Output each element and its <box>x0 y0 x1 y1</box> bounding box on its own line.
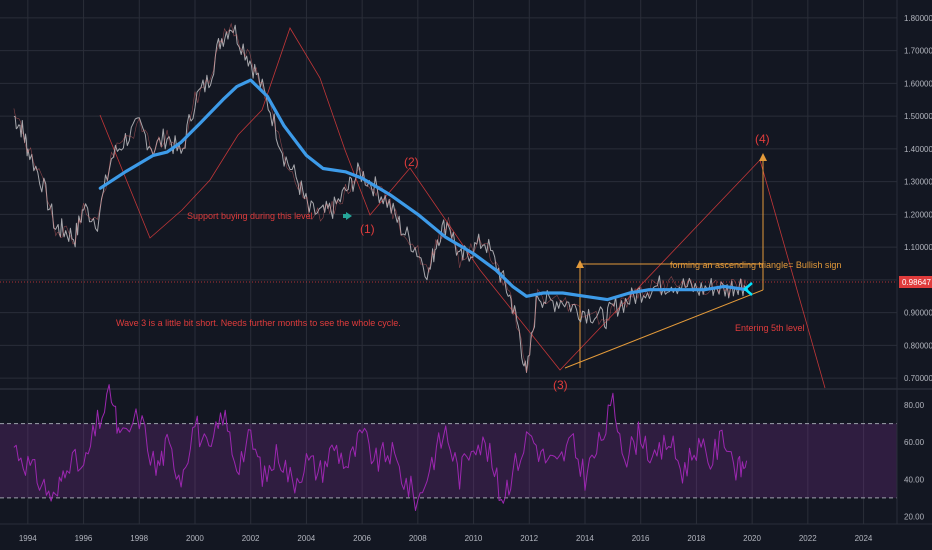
wave-label-3: (3) <box>553 378 568 392</box>
time-tick-label: 2022 <box>799 534 817 543</box>
time-tick-label: 2020 <box>743 534 761 543</box>
price-tick-label: 1.70000 <box>904 47 932 56</box>
time-tick-label: 2018 <box>687 534 705 543</box>
cyan-chevron-icon <box>743 282 753 296</box>
price-series <box>13 24 747 373</box>
time-tick-label: 2002 <box>242 534 260 543</box>
oscillator-tick-label: 60.00 <box>904 438 925 447</box>
oscillator-tick-label: 20.00 <box>904 512 925 521</box>
time-tick-label: 1996 <box>75 534 93 543</box>
price-tick-label: 1.40000 <box>904 145 932 154</box>
triangle-arrowheads <box>576 153 767 268</box>
time-tick-label: 1994 <box>19 534 37 543</box>
current-price-tag <box>899 276 932 288</box>
price-series-shadow <box>13 22 747 373</box>
price-tick-label: 1.30000 <box>904 178 932 187</box>
oscillator-tick-label: 40.00 <box>904 475 925 484</box>
annotation-5th-level: Entering 5th level <box>735 323 805 333</box>
moving-average-line <box>98 78 749 302</box>
time-tick-label: 2010 <box>465 534 483 543</box>
time-tick-label: 2004 <box>297 534 315 543</box>
oscillator-axis[interactable]: 20.00 40.00 60.00 80.00 <box>904 401 925 521</box>
price-axis[interactable]: 0.700000.800000.900001.000001.100001.200… <box>904 14 932 383</box>
time-tick-label: 2008 <box>409 534 427 543</box>
price-tick-label: 1.10000 <box>904 243 932 252</box>
grid <box>0 0 897 524</box>
current-price-label: 0.98647 <box>902 278 931 287</box>
time-tick-label: 2016 <box>632 534 650 543</box>
time-tick-label: 2006 <box>353 534 371 543</box>
price-tick-label: 1.60000 <box>904 79 932 88</box>
annotation-support: Support buying during this level <box>187 211 313 221</box>
time-axis[interactable]: 1994 1996 1998 2000 2002 2004 2006 2008 2010 2012… <box>19 534 873 543</box>
price-tick-label: 1.80000 <box>904 14 932 23</box>
wave-label-2: (2) <box>404 155 419 169</box>
oscillator-series <box>13 384 748 511</box>
buy-arrow-icon <box>346 212 352 220</box>
price-tick-label: 1.20000 <box>904 210 932 219</box>
wave-label-1: (1) <box>360 222 375 236</box>
time-tick-label: 1998 <box>130 534 148 543</box>
time-tick-label: 2024 <box>855 534 873 543</box>
price-tick-label: 0.70000 <box>904 374 932 383</box>
buy-arrow-shaft <box>343 214 347 218</box>
time-tick-label: 2012 <box>520 534 538 543</box>
price-tick-label: 0.90000 <box>904 309 932 318</box>
annotation-triangle: forming an ascending triangle= Bullish s… <box>670 260 841 270</box>
price-tick-label: 0.80000 <box>904 341 932 350</box>
time-tick-label: 2000 <box>186 534 204 543</box>
price-tick-label: 1.50000 <box>904 112 932 121</box>
annotation-wave3: Wave 3 is a little bit short. Needs furt… <box>116 318 401 328</box>
wave-label-4: (4) <box>755 132 770 146</box>
rsi-band-fill <box>0 423 897 498</box>
oscillator-tick-label: 80.00 <box>904 401 925 410</box>
time-tick-label: 2014 <box>576 534 594 543</box>
triangle-lines <box>564 157 764 369</box>
wave-lines <box>99 27 826 389</box>
